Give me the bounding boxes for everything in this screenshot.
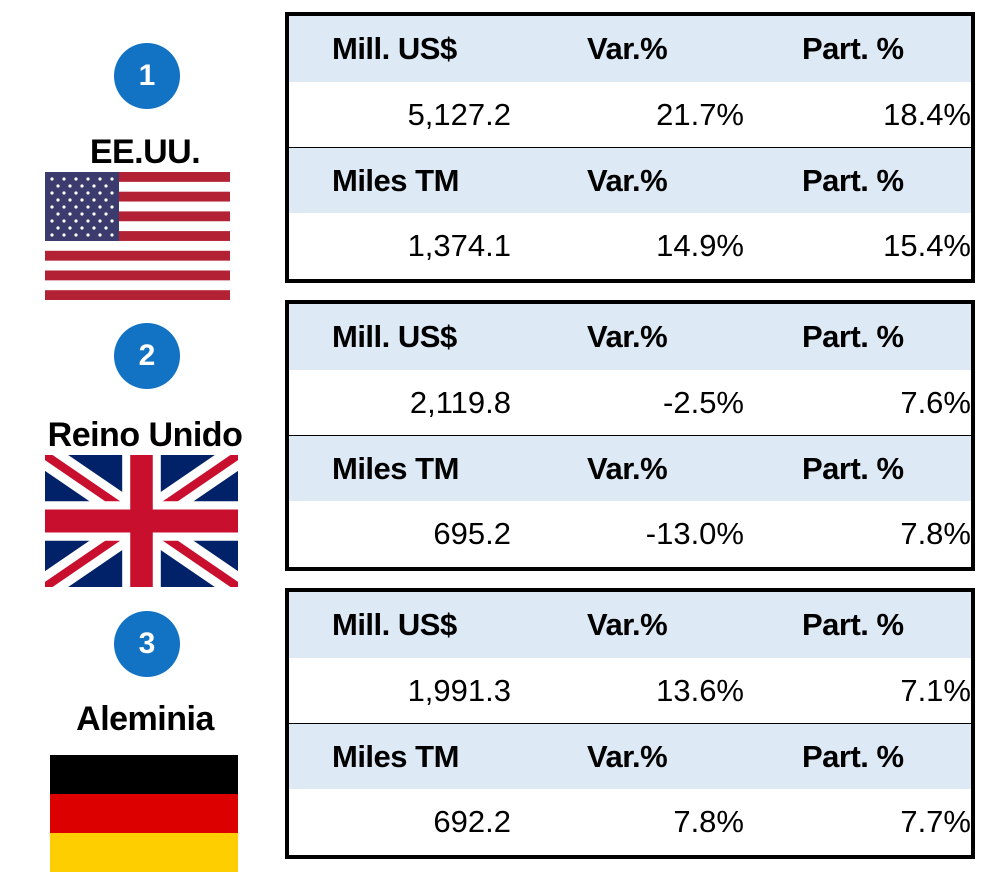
value-cell: 5,127.2 <box>407 96 511 132</box>
value-cell: -2.5% <box>663 384 744 420</box>
header-cell: Mill. US$ <box>332 31 457 66</box>
value-cell: 13.6% <box>656 672 744 708</box>
value-cell: 7.8% <box>900 516 971 552</box>
header-cell: Var.% <box>587 31 668 66</box>
header-cell: Part. % <box>802 450 904 486</box>
rank-badge: 2 <box>114 323 180 389</box>
header-row: Miles TM Var.% Part. % <box>289 147 971 214</box>
header-cell: Var.% <box>587 162 668 198</box>
value-row: 1,374.1 14.9% 15.4% <box>289 213 971 279</box>
value-cell: 692.2 <box>433 804 511 840</box>
header-cell: Var.% <box>587 607 668 642</box>
country-name: Reino Unido <box>47 416 243 454</box>
value-row: 5,127.2 21.7% 18.4% <box>289 82 971 148</box>
country-name: EE.UU. <box>89 133 201 171</box>
header-cell: Mill. US$ <box>332 319 457 354</box>
header-row: Mill. US$ Var.% Part. % <box>289 592 971 658</box>
header-cell: Miles TM <box>332 738 459 774</box>
header-cell: Part. % <box>802 738 904 774</box>
value-cell: 1,991.3 <box>407 672 511 708</box>
value-cell: 7.8% <box>673 804 744 840</box>
header-row: Mill. US$ Var.% Part. % <box>289 304 971 370</box>
value-cell: 1,374.1 <box>407 228 511 264</box>
value-cell: 14.9% <box>656 228 744 264</box>
flag-uk <box>45 455 238 587</box>
value-cell: 2,119.8 <box>409 384 511 420</box>
value-cell: 15.4% <box>883 228 971 264</box>
value-row: 692.2 7.8% 7.7% <box>289 789 971 855</box>
flag-germany <box>50 755 238 872</box>
data-table: Mill. US$ Var.% Part. % 1,991.3 13.6% 7.1% Mil… <box>285 588 975 859</box>
header-cell: Miles TM <box>332 450 459 486</box>
value-cell: 21.7% <box>656 96 744 132</box>
value-cell: 7.1% <box>900 672 971 708</box>
header-row: Mill. US$ Var.% Part. % <box>289 16 971 82</box>
header-cell: Part. % <box>802 607 904 642</box>
flag-usa <box>45 172 230 300</box>
value-cell: 7.6% <box>900 384 971 420</box>
header-cell: Var.% <box>587 450 668 486</box>
country-name: Aleminia <box>76 700 214 738</box>
data-table: Mill. US$ Var.% Part. % 5,127.2 21.7% 18.4% Mi… <box>285 12 975 283</box>
rank-badge: 3 <box>114 611 180 677</box>
header-cell: Part. % <box>802 162 904 198</box>
header-cell: Var.% <box>587 319 668 354</box>
value-cell: 18.4% <box>883 96 971 132</box>
value-row: 695.2 -13.0% 7.8% <box>289 501 971 567</box>
value-cell: 695.2 <box>433 516 511 552</box>
header-cell: Var.% <box>587 738 668 774</box>
header-cell: Part. % <box>802 319 904 354</box>
value-cell: 7.7% <box>900 804 971 840</box>
value-row: 2,119.8 -2.5% 7.6% <box>289 370 971 436</box>
value-row: 1,991.3 13.6% 7.1% <box>289 658 971 724</box>
header-cell: Part. % <box>802 31 904 66</box>
header-row: Miles TM Var.% Part. % <box>289 723 971 790</box>
data-table: Mill. US$ Var.% Part. % 2,119.8 -2.5% 7.6% Mil… <box>285 300 975 571</box>
header-row: Miles TM Var.% Part. % <box>289 435 971 502</box>
rank-badge: 1 <box>114 43 180 109</box>
header-cell: Mill. US$ <box>332 607 457 642</box>
header-cell: Miles TM <box>332 162 459 198</box>
value-cell: -13.0% <box>645 516 744 552</box>
